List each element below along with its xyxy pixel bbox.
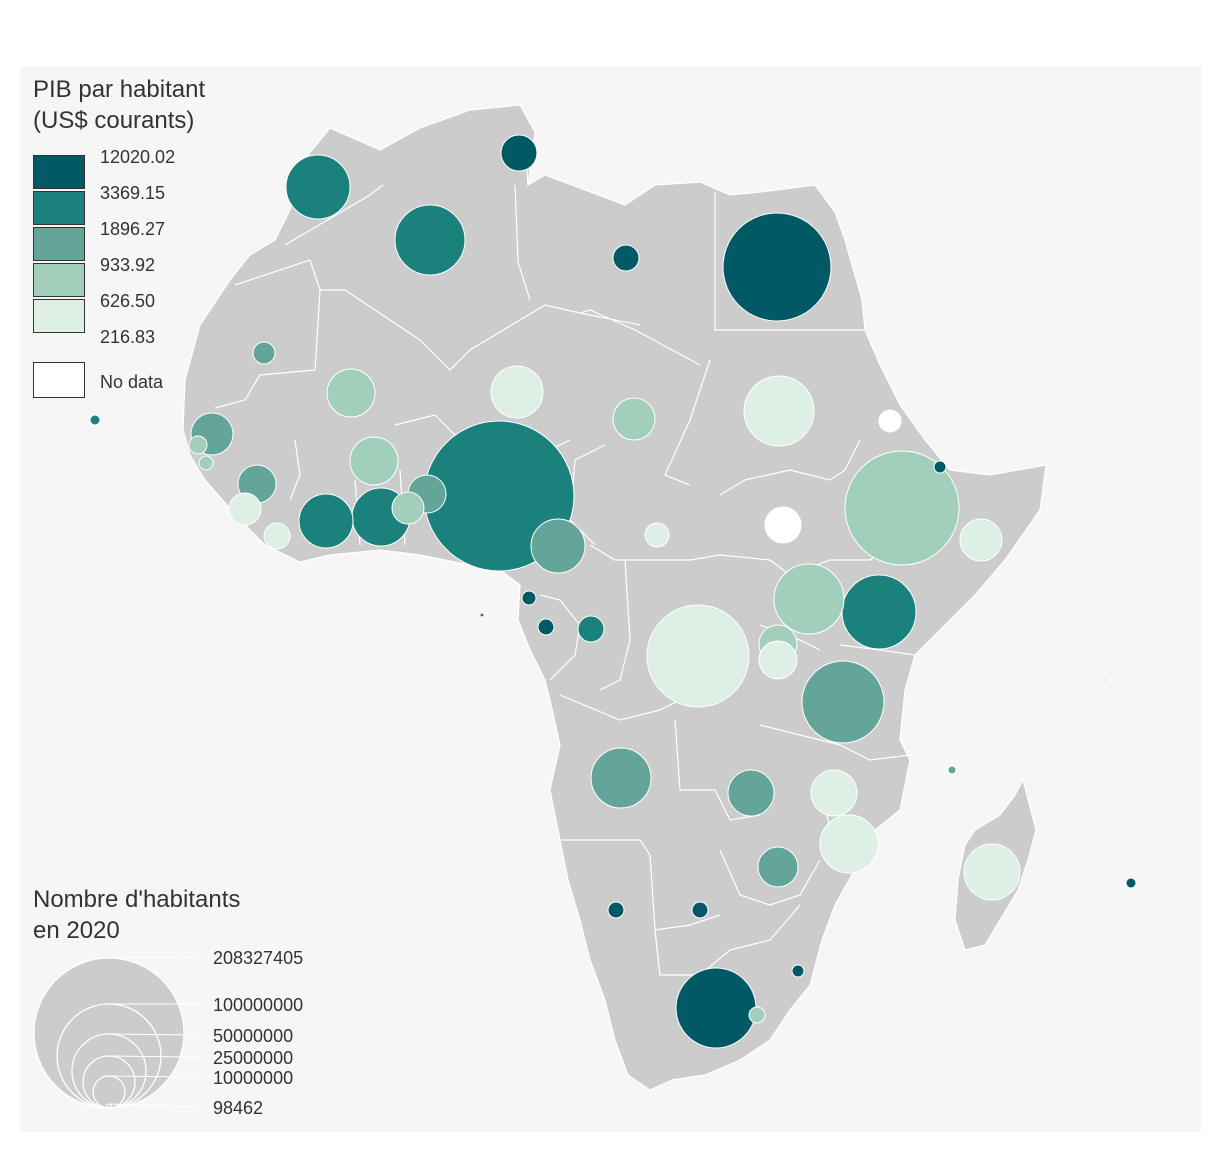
border-line	[714, 192, 865, 331]
size-legend-leader-5	[108, 1075, 201, 1078]
bubble-gabon	[537, 618, 555, 636]
bubble-zimbabwe	[757, 846, 799, 888]
border-line	[579, 309, 701, 366]
legend-swatch-1	[33, 155, 85, 189]
border-line	[234, 259, 345, 291]
legend-break-4: 933.92	[100, 255, 156, 275]
border-line	[839, 644, 916, 656]
bubble-maroc	[285, 154, 351, 220]
size-legend-value-4: 25000000	[213, 1048, 294, 1068]
bubble-algerie	[394, 204, 466, 276]
bubble-guinee-bissau	[198, 455, 214, 471]
bubble-ethiopie	[844, 450, 960, 566]
size-legend-circles	[33, 956, 201, 1109]
bubble-cote-d-ivoire	[298, 493, 354, 549]
legend-swatch-4	[33, 263, 85, 297]
border-line	[284, 184, 384, 246]
bubble-angola	[590, 747, 652, 809]
bubble-rdc	[646, 604, 750, 708]
bubble-namibie	[607, 901, 625, 919]
bubble-botswana	[691, 901, 709, 919]
legend-break-1: 12020.02	[100, 147, 176, 167]
border-line	[759, 724, 911, 761]
bubble-rca	[644, 522, 670, 548]
legend-break-3: 1896.27	[100, 219, 166, 239]
bubble-djibouti	[933, 460, 947, 474]
border-line	[719, 849, 821, 906]
bubble-guinee-equatoriale	[521, 590, 537, 606]
bubble-lesotho	[748, 1006, 766, 1024]
size-legend-circle-1	[33, 957, 185, 1109]
bubble-mauritanie	[252, 341, 276, 365]
legend-nodata-swatch	[33, 362, 85, 398]
bubble-afrique-du-sud	[675, 967, 757, 1049]
bubble-tanzanie	[801, 660, 885, 744]
legend-nodata-label: No data	[100, 372, 164, 392]
bubble-egypte	[722, 212, 832, 322]
size-legend-title: Nombre d'habitants en 2020	[33, 886, 241, 944]
bubble-burundi	[758, 640, 798, 680]
border-line	[514, 184, 531, 301]
bubble-seychelles	[1103, 678, 1107, 682]
border-line	[589, 544, 771, 561]
bubble-gambie	[188, 435, 208, 455]
bubble-erythree	[878, 409, 902, 433]
bubble-cameroun	[530, 518, 586, 574]
legend-break-5: 626.50	[100, 291, 156, 311]
country-borders	[214, 139, 931, 976]
border-line	[654, 904, 801, 976]
bubble-maurice	[1125, 877, 1137, 889]
bubble-layer	[89, 134, 1137, 1049]
bubble-liberia	[263, 522, 291, 550]
legend-break-6: 216.83	[100, 327, 156, 347]
bubble-eswatini	[791, 964, 805, 978]
bubble-soudan-du-sud	[764, 506, 802, 544]
size-legend-value-6: 98462	[213, 1098, 264, 1118]
border-line	[599, 559, 631, 691]
size-legend-leader-4	[108, 1055, 201, 1058]
bubble-sierra-leone	[228, 492, 262, 526]
border-line	[560, 839, 721, 931]
legend-break-2: 3369.15	[100, 183, 166, 203]
size-legend-value-5: 10000000	[213, 1068, 294, 1088]
size-legend-leader-1	[108, 956, 201, 959]
bubble-soudan	[743, 375, 815, 447]
size-legend-value-3: 50000000	[213, 1026, 294, 1046]
bubble-sao-tome	[479, 612, 485, 618]
border-line	[719, 439, 861, 496]
size-legend-leader-3	[108, 1033, 201, 1036]
border-line	[674, 719, 761, 821]
bubble-madagascar	[963, 843, 1021, 901]
bubble-malawi	[810, 769, 858, 817]
color-legend-title: PIB par habitant (US$ courants)	[33, 76, 206, 134]
bubble-togo	[391, 491, 425, 525]
size-legend-value-1: 208327405	[213, 948, 304, 968]
size-legend-value-2: 100000000	[213, 995, 304, 1015]
legend-swatch-5	[33, 299, 85, 333]
bubble-niger	[490, 365, 544, 419]
bubble-congo	[577, 615, 605, 643]
bubble-mali	[326, 368, 376, 418]
legend-swatch-2	[33, 191, 85, 225]
bubble-tchad	[612, 397, 656, 441]
legend-swatch-3	[33, 227, 85, 261]
bubble-kenya	[841, 574, 917, 650]
bubble-tunisie	[500, 134, 538, 172]
bubble-libye	[612, 244, 640, 272]
border-line	[394, 414, 461, 441]
bubble-mozambique	[819, 814, 879, 874]
border-line	[559, 694, 681, 721]
border-line	[289, 439, 301, 501]
bubble-burkina-faso	[349, 436, 399, 486]
size-legend-leader-6	[108, 1103, 201, 1108]
bubble-zambie	[727, 769, 775, 817]
border-line	[214, 289, 321, 409]
border-line	[664, 359, 711, 486]
bubble-cap-vert	[89, 414, 101, 426]
bubble-somalie	[959, 518, 1003, 562]
bubble-ouganda	[773, 563, 845, 635]
bubble-comores	[947, 765, 957, 775]
